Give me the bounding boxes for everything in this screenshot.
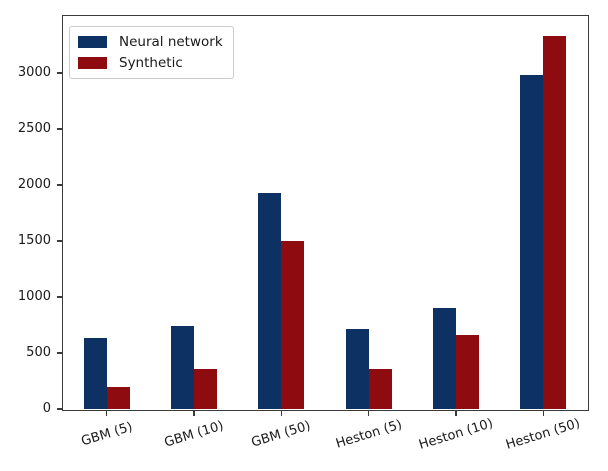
y-tick-label: 1000: [17, 289, 51, 305]
x-tick-label-heston5: Heston (5): [333, 417, 404, 452]
bar-synthetic-gbm50: [281, 241, 305, 409]
legend-label: Synthetic: [119, 55, 183, 71]
y-tick-mark: [56, 128, 62, 130]
x-tick-mark: [193, 410, 195, 416]
x-tick-label-gbm5: GBM (5): [79, 419, 135, 450]
y-tick-label: 2000: [17, 177, 51, 193]
legend: Neural network Synthetic: [69, 26, 234, 79]
bar-neural-network-heston10: [433, 308, 456, 409]
legend-entry-neural-network: Neural network: [78, 34, 223, 50]
x-tick-mark: [542, 410, 545, 416]
x-tick-mark: [105, 410, 108, 416]
legend-entry-synthetic: Synthetic: [78, 55, 223, 71]
bar-neural-network-gbm5: [83, 337, 107, 409]
bar-neural-network-heston5: [345, 328, 369, 409]
y-tick-label: 2500: [17, 121, 51, 137]
plot-area: [61, 14, 589, 411]
y-tick-mark: [56, 352, 62, 354]
y-tick-label: 3000: [17, 65, 51, 81]
bar-synthetic-gbm5: [106, 387, 130, 409]
y-tick-label: 1500: [17, 233, 51, 249]
bar-neural-network-gbm50: [258, 192, 282, 409]
legend-label: Neural network: [119, 34, 223, 50]
y-tick-mark: [56, 296, 62, 298]
bar-neural-network-heston50: [520, 75, 544, 409]
bar-synthetic-heston50: [543, 36, 567, 409]
bar-synthetic-heston10: [456, 335, 479, 409]
bar-neural-network-gbm10: [171, 326, 194, 409]
bar-synthetic-gbm10: [194, 368, 217, 409]
x-tick-label-heston10: Heston (10): [417, 416, 495, 453]
y-tick-mark: [56, 240, 62, 242]
x-tick-mark: [367, 410, 370, 416]
y-tick-mark: [56, 184, 62, 186]
y-tick-mark: [56, 408, 62, 410]
legend-swatch-icon: [78, 36, 107, 48]
legend-swatch-icon: [78, 57, 107, 69]
y-tick-mark: [56, 72, 62, 74]
x-tick-label-gbm10: GBM (10): [162, 418, 226, 451]
x-tick-mark: [455, 410, 457, 416]
bar-synthetic-heston5: [368, 368, 392, 409]
x-tick-label-gbm50: GBM (50): [249, 418, 313, 451]
y-tick-label: 500: [26, 345, 51, 361]
x-tick-mark: [280, 410, 283, 416]
y-tick-label: 0: [42, 401, 51, 416]
x-tick-label-heston50: Heston (50): [504, 416, 583, 453]
